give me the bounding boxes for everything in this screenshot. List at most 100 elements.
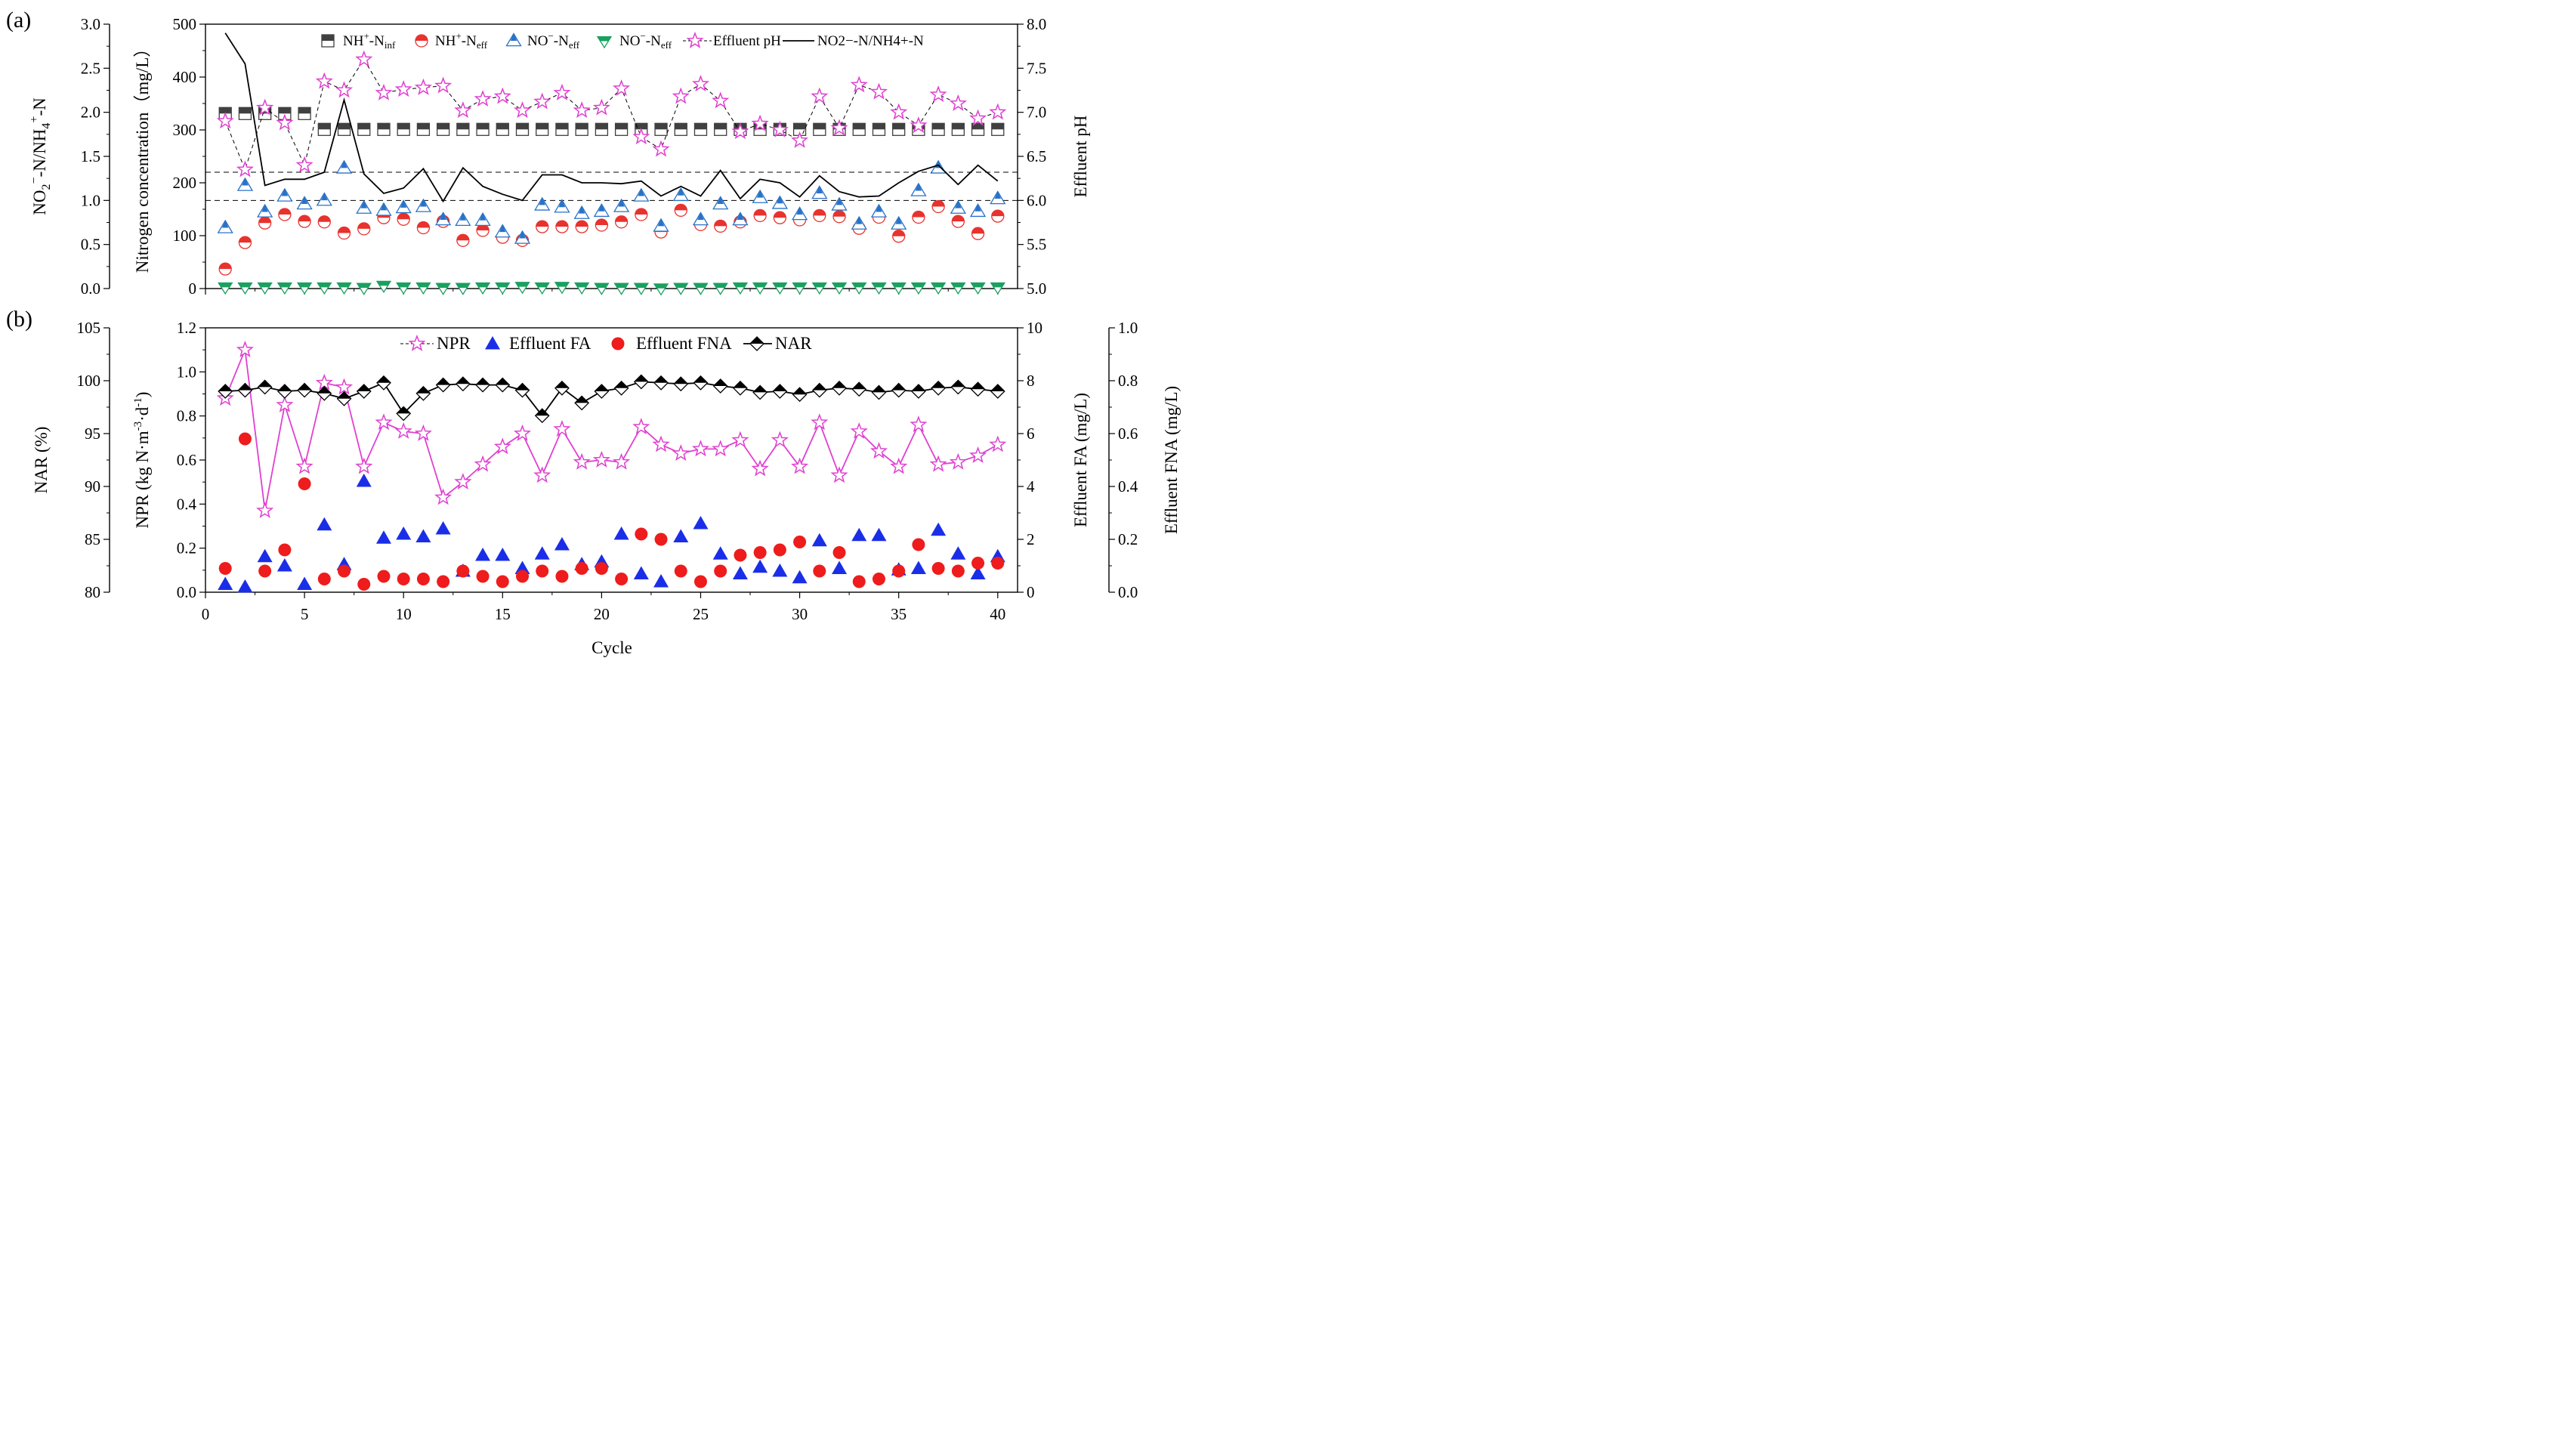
series-no2-eff-point (217, 219, 233, 233)
series-no3-eff-point (415, 282, 431, 295)
series-effluent-fa-point (356, 474, 372, 487)
series-nh4-eff-point (892, 230, 906, 243)
ph-axis-tick-label: 7.0 (1027, 103, 1046, 122)
series-nh4-eff-point (931, 199, 945, 214)
series-nar-point (851, 381, 867, 397)
series-no3-eff-point (732, 282, 749, 295)
series-nh4-inf-point (476, 122, 490, 136)
series-effluent-ph-point (830, 119, 848, 136)
series-no2-eff-point (593, 203, 610, 218)
panel-b-x-axis-tick-label: 5 (301, 605, 309, 623)
series-nh4-inf-point (614, 122, 629, 136)
series-no2-eff-point (732, 212, 749, 226)
series-effluent-fa-point (415, 529, 431, 542)
series-nar-point (376, 375, 391, 391)
series-effluent-fa-point (435, 521, 451, 535)
series-nar-point (693, 375, 709, 391)
series-no2-eff-point (395, 199, 412, 214)
series-no2-eff-point (712, 196, 729, 210)
series-no2-eff-point (534, 196, 551, 211)
series-effluent-ph-point (474, 90, 492, 107)
series-nh4-inf-point (515, 122, 530, 136)
series-npr-point (414, 424, 432, 441)
series-nar-point (276, 384, 292, 399)
series-effluent-fna-point (872, 573, 885, 585)
series-nh4-eff-point (456, 233, 470, 247)
series-nh4-eff-point (635, 208, 648, 221)
series-nar-point (772, 384, 788, 399)
fna-axis-tick-label: 0.4 (1118, 477, 1138, 496)
legend-symbol-no3-eff (596, 36, 613, 49)
series-nh4-inf-point (654, 122, 668, 136)
series-effluent-fna-point (892, 564, 906, 578)
legend-symbol-no2-eff (505, 32, 522, 47)
series-no3-eff-point (276, 282, 293, 295)
series-nh4-eff-point (218, 262, 232, 276)
series-effluent-fna-point (991, 557, 1005, 570)
series-no3-eff-point (375, 280, 392, 294)
series-effluent-fna-point (635, 527, 648, 541)
series-nh4-inf-point (852, 122, 866, 136)
series-nh4-eff-point (991, 209, 1005, 223)
series-no3-eff-point (257, 282, 273, 295)
series-no2-eff-point (554, 199, 570, 213)
series-nh4-eff-point (476, 224, 490, 237)
series-no2-eff-point (870, 203, 888, 218)
series-effluent-fa-point (653, 574, 669, 588)
legend-effluent-fna: Effluent FNA (636, 334, 732, 353)
nar-axis-tick-label: 95 (85, 425, 100, 443)
series-effluent-ph-point (394, 80, 412, 97)
nitrogen-axis-tick-label: 300 (173, 121, 197, 139)
series-effluent-ph-point (850, 76, 868, 93)
series-no3-eff-point (474, 282, 491, 295)
series-effluent-ph-point (691, 75, 710, 92)
series-effluent-fa-point (811, 533, 827, 547)
series-nar-point (673, 376, 689, 392)
panel-b-label: (b) (6, 307, 32, 332)
legend-nh4-eff: NH+-Neff (435, 30, 488, 51)
series-effluent-ph-point (712, 91, 730, 109)
nar-axis-tick-label: 80 (85, 583, 100, 601)
series-effluent-fa-point (871, 527, 887, 542)
series-effluent-fna-point (496, 575, 509, 588)
series-effluent-fa-point (712, 546, 728, 560)
series-effluent-ph-point (414, 78, 432, 95)
series-nh4-eff-point (951, 215, 965, 228)
series-nh4-inf-point (416, 122, 431, 136)
ph-axis-tick-label: 7.5 (1027, 59, 1046, 77)
ratio-axis-tick-label: 2.5 (81, 59, 100, 77)
series-npr-point (394, 421, 412, 439)
series-no3-eff-point (554, 282, 570, 295)
series-no3-eff-point (396, 282, 412, 295)
series-nh4-inf-point (951, 122, 965, 136)
series-effluent-ph-point (533, 92, 551, 110)
series-npr-point (890, 457, 908, 474)
series-npr-point (771, 431, 789, 448)
legend-symbol-nar (749, 336, 764, 351)
series-effluent-ph-point (672, 87, 690, 104)
series-nh4-inf-point (357, 122, 371, 136)
series-effluent-fna-point (971, 557, 985, 570)
series-effluent-ph-point (969, 109, 987, 126)
series-npr-point (335, 378, 354, 395)
series-effluent-fna-point (813, 564, 826, 578)
series-effluent-fna-point (218, 562, 232, 575)
series-no3-eff-point (495, 282, 511, 295)
series-nar-point (950, 379, 966, 395)
series-nar-point (970, 381, 986, 397)
series-nar-point (574, 395, 590, 411)
series-effluent-fa-point (792, 570, 808, 584)
series-effluent-ph-point (869, 82, 888, 100)
series-npr-point (751, 459, 769, 477)
panel-b-fna-axis-title: Effluent FNA (mg/L) (1162, 386, 1181, 534)
series-effluent-fna-point (693, 575, 707, 588)
panel-a-legend-symbols (321, 31, 814, 49)
series-effluent-ph-point (493, 87, 511, 104)
series-npr-point (929, 455, 947, 472)
series-effluent-fna-point (258, 564, 272, 578)
series-effluent-fna-point (912, 538, 925, 551)
series-no2-eff-point (811, 185, 828, 199)
series-effluent-fa-point (218, 576, 233, 590)
series-effluent-fa-point (970, 566, 986, 579)
x-axis-title: Cycle (591, 638, 632, 657)
